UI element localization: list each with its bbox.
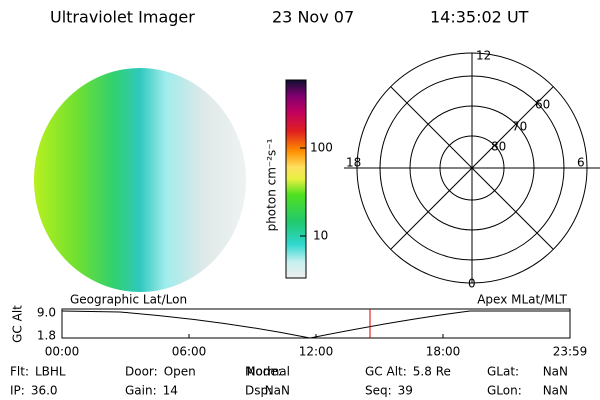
info-value: 14 <box>163 384 178 398</box>
date: 23 Nov 07 <box>272 8 354 27</box>
info-panel: Flt: LBHL Door: Open Mode:Normal GC Alt: 5.8 R… <box>10 365 568 398</box>
y-tick-label: 9.0 <box>37 306 56 320</box>
lat-label: 70 <box>512 120 527 134</box>
info-label: Door: <box>125 365 158 379</box>
info-label: Seq: <box>365 384 392 398</box>
time: 14:35:02 UT <box>430 8 529 27</box>
info-value: 39 <box>398 384 413 398</box>
colorbar-label: photon cm⁻²s⁻¹ <box>265 138 279 231</box>
plot-title: Geographic Lat/Lon <box>70 293 187 307</box>
mlt-label: 6 <box>577 156 585 170</box>
mlt-label: 18 <box>346 156 361 170</box>
info-value: NaN <box>265 384 290 398</box>
info-label: Dsp: <box>245 384 272 398</box>
colorbar <box>285 79 307 279</box>
colorbar-tick-label: 10 <box>313 229 328 243</box>
info-value: NaN <box>543 384 568 398</box>
info-label: GLon: <box>487 384 522 398</box>
plot-title: Apex MLat/MLT <box>477 293 567 307</box>
lat-label: 80 <box>491 140 506 154</box>
altitude-curve <box>61 310 570 339</box>
lat-label: 60 <box>535 98 550 112</box>
info-value: 36.0 <box>31 384 58 398</box>
info-value: Open <box>164 365 196 379</box>
mlt-label: 0 <box>468 277 476 291</box>
info-label: Flt: <box>10 365 29 379</box>
info-label: Gain: <box>125 384 157 398</box>
polar-grid <box>344 52 600 284</box>
title: Ultraviolet Imager <box>50 8 195 27</box>
info-label: GLat: <box>487 365 519 379</box>
y-tick-label: 1.8 <box>37 329 56 343</box>
info-label: GC Alt: <box>365 365 407 379</box>
colorbar-tick-label: 100 <box>310 141 333 155</box>
x-tick-label: 23:59 <box>553 345 588 359</box>
info-value: 5.8 Re <box>413 365 451 379</box>
info-value: Normal <box>247 365 290 379</box>
info-label: IP: <box>10 384 25 398</box>
x-tick-label: 00:00 <box>45 345 80 359</box>
mlt-label: 12 <box>476 49 491 63</box>
x-tick-label: 06:00 <box>172 345 207 359</box>
x-ticks <box>188 334 444 338</box>
uv-image <box>34 68 246 292</box>
y-label: GC Alt <box>11 305 25 343</box>
info-value: NaN <box>543 365 568 379</box>
x-tick-label: 18:00 <box>426 345 461 359</box>
info-label: Mode: <box>245 365 282 379</box>
info-value: LBHL <box>35 365 66 379</box>
x-tick-label: 12:00 <box>299 345 334 359</box>
